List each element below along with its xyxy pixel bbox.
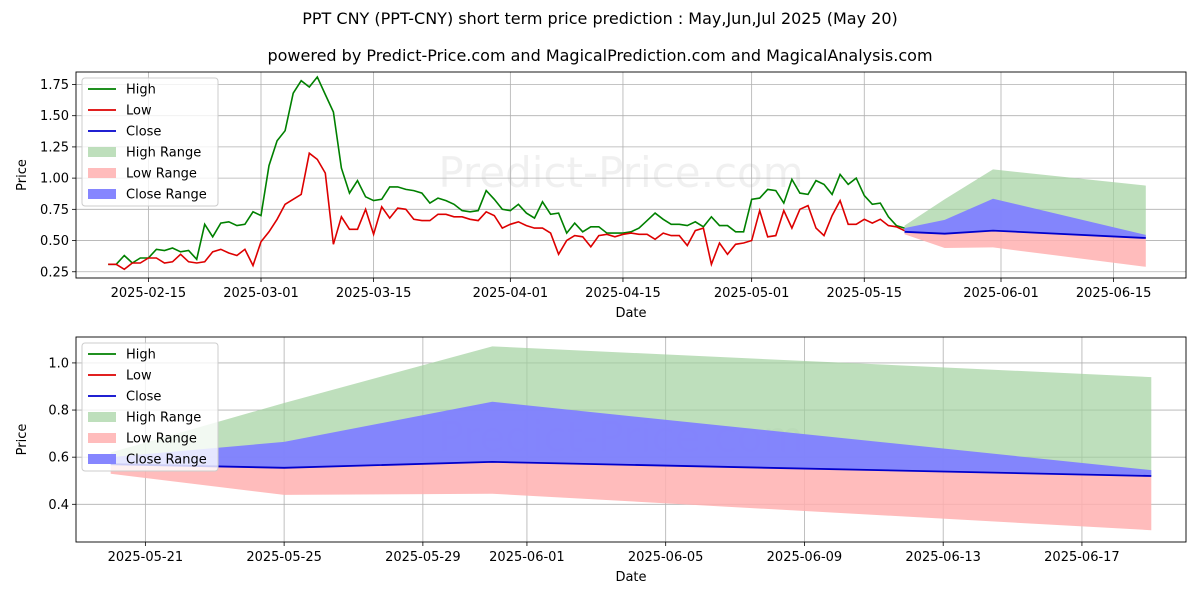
- x-tick-label: 2025-05-21: [108, 550, 184, 565]
- plot-frame: [75, 71, 1187, 279]
- x-tick-label: 2025-02-15: [111, 286, 187, 301]
- legend-swatch-close-range: [88, 454, 116, 464]
- x-tick-label: 2025-05-15: [826, 286, 902, 301]
- close-range-area: [110, 401, 1152, 476]
- y-tick-label: 0.8: [48, 404, 69, 419]
- chart-subtitle: powered by Predict-Price.com and Magical…: [267, 46, 933, 65]
- legend-label-close: Close: [126, 390, 161, 405]
- legend-swatch-low-range: [88, 433, 116, 443]
- plot-frame: [75, 336, 1187, 543]
- y-tick-label: 1.0: [48, 356, 69, 371]
- watermark: Predict-Price.com: [438, 148, 803, 197]
- close-line: [904, 229, 1146, 239]
- legend-swatch-high-range: [88, 412, 116, 422]
- legend-label-low-range: Low Range: [126, 432, 197, 447]
- legend: High Low Close High Range Low Range Close Ran…: [81, 77, 219, 207]
- y-tick-label: 0.75: [40, 203, 69, 218]
- legend-label-close-range: Close Range: [126, 188, 207, 203]
- legend-label-high: High: [126, 348, 156, 363]
- x-tick-label: 2025-05-29: [385, 550, 461, 565]
- chart-2: Predict-Price.com2025-05-212025-05-25202…: [15, 336, 1187, 585]
- x-tick-label: 2025-06-09: [767, 550, 843, 565]
- x-tick-label: 2025-06-15: [1076, 286, 1152, 301]
- legend-swatch-high-range: [88, 147, 116, 157]
- legend-label-low-range: Low Range: [126, 167, 197, 182]
- y-tick-label: 1.50: [40, 109, 69, 124]
- x-axis-label: Date: [615, 306, 646, 321]
- low-range-area: [110, 461, 1152, 531]
- x-tick-label: 2025-03-01: [223, 286, 299, 301]
- legend-label-low: Low: [126, 369, 152, 384]
- x-tick-label: 2025-06-13: [905, 550, 981, 565]
- legend-swatch-close-range: [88, 189, 116, 199]
- legend-swatch-low-range: [88, 168, 116, 178]
- close-range-area: [904, 198, 1146, 238]
- y-tick-label: 0.6: [48, 451, 69, 466]
- y-axis-label: Price: [15, 424, 30, 456]
- high-line: [108, 75, 905, 266]
- chart-title: PPT CNY (PPT-CNY) short term price predi…: [302, 9, 898, 28]
- legend-label-low: Low: [126, 104, 152, 119]
- y-tick-label: 0.4: [48, 498, 69, 513]
- x-tick-label: 2025-05-01: [714, 286, 790, 301]
- legend: High Low Close High Range Low Range Close Ran…: [81, 342, 219, 472]
- legend-label-close: Close: [126, 125, 161, 140]
- legend-label-high-range: High Range: [126, 146, 201, 161]
- x-tick-label: 2025-06-01: [489, 550, 565, 565]
- x-tick-label: 2025-05-25: [246, 550, 322, 565]
- y-tick-label: 0.25: [40, 265, 69, 280]
- x-axis-label: Date: [615, 570, 646, 585]
- plot-area: [110, 346, 1152, 531]
- x-tick-label: 2025-06-01: [963, 286, 1039, 301]
- low-line: [108, 151, 905, 271]
- x-tick-label: 2025-06-05: [628, 550, 704, 565]
- legend-label-close-range: Close Range: [126, 453, 207, 468]
- legend-label-high-range: High Range: [126, 411, 201, 426]
- plot-area: [108, 75, 1146, 271]
- x-tick-label: 2025-04-01: [473, 286, 549, 301]
- low-range-area: [904, 230, 1146, 267]
- y-tick-label: 1.00: [40, 172, 69, 187]
- x-tick-label: 2025-04-15: [585, 286, 661, 301]
- y-tick-label: 1.75: [40, 78, 69, 93]
- x-tick-label: 2025-03-15: [336, 286, 412, 301]
- y-tick-label: 1.25: [40, 140, 69, 155]
- y-axis-label: Price: [15, 159, 30, 191]
- x-tick-label: 2025-06-17: [1044, 550, 1120, 565]
- legend-label-high: High: [126, 83, 156, 98]
- y-tick-label: 0.50: [40, 234, 69, 249]
- chart-1: Predict-Price.com 2025-02-15 2025-03-01 202…: [15, 71, 1187, 321]
